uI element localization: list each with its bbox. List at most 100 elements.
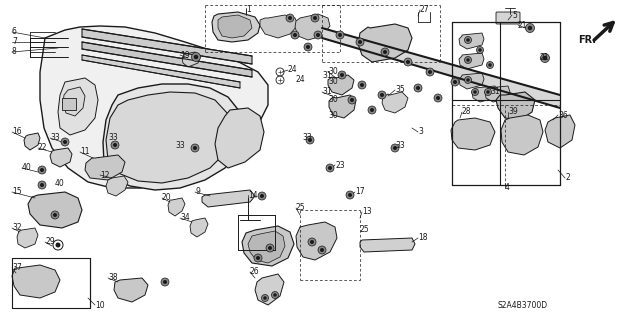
Polygon shape (322, 28, 560, 108)
Text: 11: 11 (80, 147, 90, 157)
Polygon shape (212, 12, 260, 42)
Polygon shape (255, 274, 284, 305)
Circle shape (286, 14, 294, 22)
Text: 37: 37 (12, 263, 22, 272)
Circle shape (428, 70, 432, 74)
Text: 31: 31 (490, 87, 500, 97)
Circle shape (254, 254, 262, 262)
Text: 22: 22 (38, 144, 47, 152)
Text: 1: 1 (246, 5, 251, 14)
Text: 30: 30 (328, 78, 338, 86)
Circle shape (434, 94, 442, 102)
Circle shape (356, 38, 364, 46)
Circle shape (383, 50, 387, 54)
Circle shape (414, 84, 422, 92)
Circle shape (346, 191, 354, 199)
Polygon shape (82, 29, 252, 64)
Polygon shape (360, 238, 415, 252)
Polygon shape (242, 226, 294, 266)
Circle shape (328, 166, 332, 170)
Circle shape (260, 194, 264, 198)
Text: 25: 25 (296, 204, 306, 212)
Polygon shape (106, 92, 232, 183)
Text: 27: 27 (420, 5, 429, 14)
Circle shape (313, 16, 317, 20)
Polygon shape (28, 192, 82, 228)
Text: 24: 24 (296, 76, 306, 85)
Text: 5: 5 (512, 11, 517, 19)
Text: 33: 33 (302, 133, 312, 143)
Polygon shape (485, 86, 510, 102)
Polygon shape (15, 268, 52, 290)
Text: 32: 32 (12, 224, 22, 233)
Circle shape (340, 73, 344, 77)
Circle shape (262, 294, 269, 301)
Circle shape (191, 53, 200, 62)
Circle shape (467, 38, 470, 42)
Circle shape (311, 14, 319, 22)
Polygon shape (12, 265, 60, 298)
Circle shape (38, 166, 46, 174)
Circle shape (486, 62, 493, 69)
Text: 15: 15 (12, 188, 22, 197)
Text: 33: 33 (108, 133, 118, 143)
Circle shape (391, 144, 399, 152)
Polygon shape (82, 42, 252, 77)
Text: 18: 18 (418, 234, 428, 242)
Circle shape (61, 138, 69, 146)
Text: 30: 30 (328, 68, 338, 77)
FancyBboxPatch shape (496, 12, 520, 24)
Circle shape (488, 63, 492, 67)
Text: 36: 36 (558, 110, 568, 120)
Text: 20: 20 (162, 194, 172, 203)
Circle shape (370, 108, 374, 112)
Text: 39: 39 (508, 108, 518, 116)
Polygon shape (295, 14, 330, 40)
Circle shape (467, 58, 470, 62)
Polygon shape (103, 84, 242, 190)
Text: 21: 21 (540, 54, 550, 63)
Circle shape (378, 91, 386, 99)
Circle shape (358, 40, 362, 44)
Polygon shape (24, 133, 40, 150)
Text: 26: 26 (250, 268, 260, 277)
Bar (62, 98, 76, 110)
Text: 35: 35 (395, 85, 404, 94)
Circle shape (53, 213, 57, 217)
Text: 13: 13 (362, 207, 372, 217)
Circle shape (308, 238, 316, 246)
Circle shape (477, 47, 483, 54)
Polygon shape (50, 148, 72, 167)
Circle shape (111, 141, 119, 149)
Circle shape (308, 138, 312, 142)
Circle shape (161, 278, 169, 286)
Circle shape (360, 83, 364, 87)
Circle shape (406, 60, 410, 64)
Circle shape (263, 296, 267, 300)
Polygon shape (329, 95, 356, 118)
Circle shape (525, 24, 534, 33)
Circle shape (314, 31, 322, 39)
Text: 3: 3 (418, 128, 423, 137)
Circle shape (63, 140, 67, 144)
Text: 19: 19 (180, 50, 189, 60)
Circle shape (40, 183, 44, 187)
Text: 28: 28 (462, 108, 472, 116)
Circle shape (316, 33, 320, 37)
Polygon shape (459, 73, 484, 89)
Circle shape (113, 143, 117, 147)
Circle shape (273, 293, 276, 297)
Text: 33: 33 (50, 133, 60, 143)
Circle shape (465, 77, 472, 84)
Text: S2A4B3700D: S2A4B3700D (498, 300, 548, 309)
Circle shape (368, 106, 376, 114)
Polygon shape (451, 118, 495, 150)
Circle shape (380, 93, 384, 97)
Circle shape (472, 88, 479, 95)
Polygon shape (106, 176, 128, 196)
Text: 33: 33 (395, 140, 404, 150)
Polygon shape (248, 231, 285, 263)
Circle shape (306, 136, 314, 144)
Text: 29: 29 (45, 238, 54, 247)
Circle shape (478, 48, 482, 52)
